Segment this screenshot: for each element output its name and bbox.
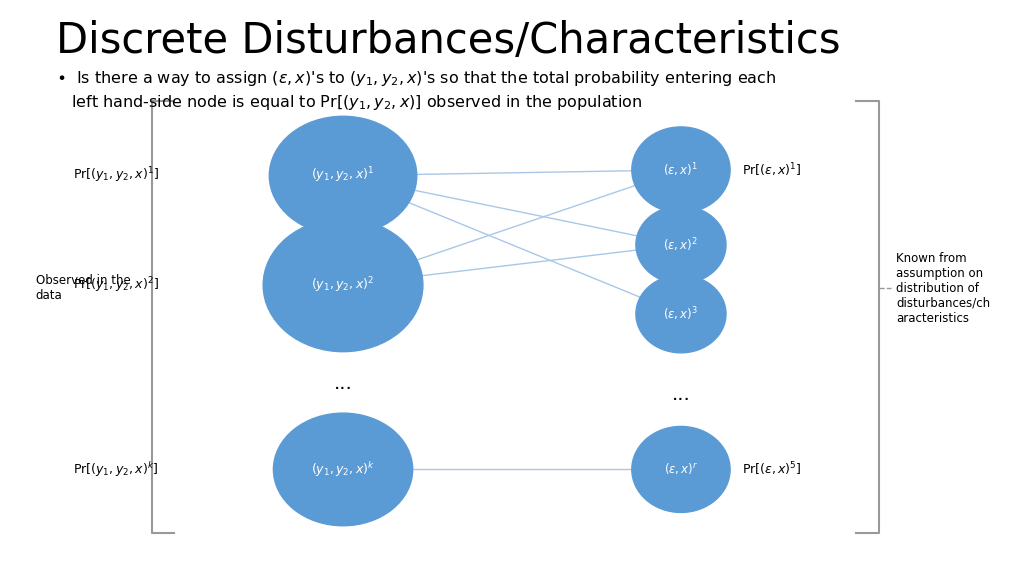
Text: $(\epsilon, x)^1$: $(\epsilon, x)^1$ [664, 161, 698, 179]
Text: Known from
assumption on
distribution of
disturbances/ch
aracteristics: Known from assumption on distribution of… [896, 252, 990, 324]
Text: $(\epsilon, x)^3$: $(\epsilon, x)^3$ [664, 305, 698, 323]
Text: $\mathrm{Pr}[(\epsilon, x)^5]$: $\mathrm{Pr}[(\epsilon, x)^5]$ [742, 461, 802, 478]
Ellipse shape [269, 116, 417, 235]
Text: $(y_1, y_2, x)^1$: $(y_1, y_2, x)^1$ [311, 166, 375, 185]
Text: $\mathrm{Pr}[(y_1, y_2, x)^2]$: $\mathrm{Pr}[(y_1, y_2, x)^2]$ [73, 275, 159, 295]
Text: ...: ... [672, 385, 690, 404]
Text: $(y_1, y_2, x)^2$: $(y_1, y_2, x)^2$ [311, 275, 375, 295]
Ellipse shape [263, 218, 423, 352]
Text: Observed in the
data: Observed in the data [36, 274, 131, 302]
Ellipse shape [273, 413, 413, 526]
Ellipse shape [632, 127, 730, 213]
Text: left hand-side node is equal to $\mathrm{Pr}[(y_1, y_2, x)]$ observed in the pop: left hand-side node is equal to $\mathrm… [56, 93, 643, 112]
Ellipse shape [636, 206, 726, 284]
Text: ...: ... [334, 374, 352, 392]
Ellipse shape [636, 275, 726, 353]
Ellipse shape [632, 426, 730, 513]
Text: $\mathrm{Pr}[(y_1, y_2, x)^1]$: $\mathrm{Pr}[(y_1, y_2, x)^1]$ [73, 166, 159, 185]
Text: $\bullet$  Is there a way to assign $(\epsilon, x)$'s to $(y_1, y_2, x)$'s so th: $\bullet$ Is there a way to assign $(\ep… [56, 69, 776, 88]
Text: $\mathrm{Pr}[(\epsilon, x)^1]$: $\mathrm{Pr}[(\epsilon, x)^1]$ [742, 161, 802, 179]
Text: $\mathrm{Pr}[(y_1, y_2, x)^k]$: $\mathrm{Pr}[(y_1, y_2, x)^k]$ [74, 460, 159, 479]
Text: $(y_1, y_2, x)^k$: $(y_1, y_2, x)^k$ [311, 460, 375, 479]
Text: $(\epsilon, x)^2$: $(\epsilon, x)^2$ [664, 236, 698, 253]
Text: $(\epsilon, x)^r$: $(\epsilon, x)^r$ [664, 462, 698, 477]
Text: Discrete Disturbances/Characteristics: Discrete Disturbances/Characteristics [56, 20, 841, 62]
